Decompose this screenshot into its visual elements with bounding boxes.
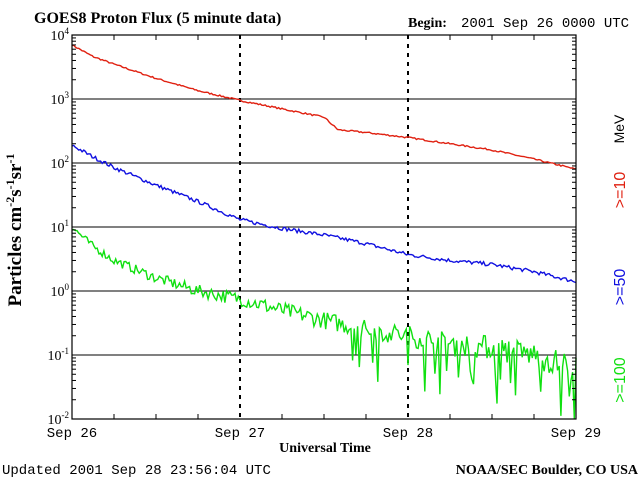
y-tick-label: 103 — [51, 90, 70, 108]
series-line-2 — [71, 228, 577, 419]
y-axis-title: Particles cm-2s-1sr-1 — [3, 154, 26, 307]
x-tick-label: Sep 27 — [215, 426, 265, 442]
updated-text: Updated 2001 Sep 28 23:56:04 UTC — [2, 463, 271, 479]
series-layer — [71, 44, 577, 419]
legend-series-100mev: >=100 — [612, 357, 629, 402]
tick-layer — [72, 35, 576, 419]
x-tick-label: Sep 28 — [383, 426, 433, 442]
series-line-1 — [71, 144, 577, 284]
x-tick-labels: Sep 26 Sep 27 Sep 28 Sep 29 — [47, 426, 601, 442]
legend-unit: MeV — [611, 114, 627, 143]
series-line-0 — [71, 44, 577, 170]
begin-label: Begin: — [408, 16, 447, 31]
x-tick-label: Sep 26 — [47, 426, 97, 442]
x-tick-label: Sep 29 — [551, 426, 601, 442]
y-tick-label: 101 — [51, 218, 70, 236]
credit-text: NOAA/SEC Boulder, CO USA — [456, 463, 639, 478]
legend-series-10mev: >=10 — [612, 172, 629, 209]
legend-series-50mev: >=50 — [612, 269, 629, 306]
x-axis-title: Universal Time — [279, 441, 371, 456]
y-tick-labels: 10-2 10-1 100 101 102 103 104 — [48, 26, 70, 428]
grid-layer — [72, 35, 576, 419]
begin-value: 2001 Sep 26 0000 UTC — [461, 16, 629, 32]
y-tick-label: 104 — [51, 26, 70, 44]
chart-title: GOES8 Proton Flux (5 minute data) — [34, 10, 281, 27]
y-tick-label: 100 — [51, 282, 70, 300]
y-tick-label: 10-1 — [48, 346, 70, 364]
y-tick-label: 102 — [51, 154, 70, 172]
y-tick-label: 10-2 — [48, 410, 70, 428]
